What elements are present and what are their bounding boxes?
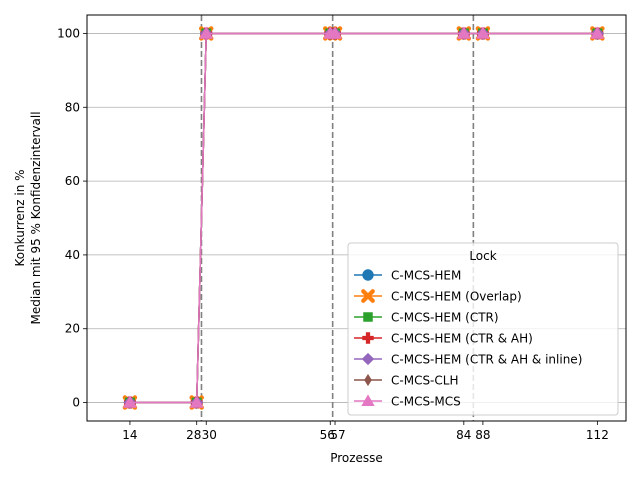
legend-box xyxy=(347,242,619,416)
legend-label: C-MCS-CLH xyxy=(391,374,458,388)
legend-item: C-MCS-HEM xyxy=(354,269,461,283)
y-tick-label: 0 xyxy=(72,396,80,410)
y-tick-label: 20 xyxy=(65,322,80,336)
legend-label: C-MCS-HEM xyxy=(391,269,461,283)
legend-item: C-MCS-MCS xyxy=(354,394,461,409)
data-point xyxy=(590,26,605,39)
series-group xyxy=(122,26,605,410)
x-tick-label: 88 xyxy=(475,428,490,442)
legend-item: C-MCS-HEM (CTR & AH) xyxy=(354,332,533,346)
legend-marker xyxy=(361,352,375,366)
y-tick-label: 80 xyxy=(65,100,80,114)
legend-marker xyxy=(364,373,372,387)
x-tick-label: 57 xyxy=(330,428,345,442)
legend-item: C-MCS-HEM (CTR & AH & inline) xyxy=(354,353,582,367)
legend-marker xyxy=(362,332,374,344)
data-point xyxy=(199,26,214,39)
x-tick-label: 84 xyxy=(456,428,471,442)
x-axis-label: Prozesse xyxy=(330,451,383,465)
data-point xyxy=(456,26,471,39)
data-point xyxy=(189,395,204,408)
legend-label: C-MCS-HEM (CTR) xyxy=(391,311,499,325)
y-tick-label: 40 xyxy=(65,248,80,262)
x-tick-label: 28 xyxy=(186,428,201,442)
x-tick-label: 14 xyxy=(122,428,137,442)
legend-marker xyxy=(361,394,375,406)
legend-items: C-MCS-HEM C-MCS-HEM (Overlap) C-MCS-HEM (C… xyxy=(354,269,582,409)
x-tick-label: 112 xyxy=(586,428,609,442)
y-axis-label-line-2: Median mit 95 % Konfidenzintervall xyxy=(29,111,43,324)
legend-marker xyxy=(361,289,375,303)
x-tick-label: 56 xyxy=(320,428,335,442)
series-7 xyxy=(122,26,605,408)
legend-marker xyxy=(363,312,373,322)
plot-frame xyxy=(86,14,627,422)
data-point xyxy=(328,26,343,39)
y-axis-label-line-1: Konkurrenz in % xyxy=(13,169,27,266)
legend-label: C-MCS-HEM (Overlap) xyxy=(391,290,522,304)
legend-title: Lock xyxy=(469,249,496,263)
y-tick-label: 100 xyxy=(57,26,80,40)
legend-marker xyxy=(362,269,374,281)
data-point xyxy=(122,395,137,408)
legend-item: C-MCS-HEM (Overlap) xyxy=(354,289,522,304)
legend-label: C-MCS-HEM (CTR & AH) xyxy=(391,332,533,346)
legend-item: C-MCS-HEM (CTR) xyxy=(354,311,499,325)
x-tick-label: 30 xyxy=(202,428,217,442)
legend-label: C-MCS-HEM (CTR & AH & inline) xyxy=(391,353,582,367)
legend-label: C-MCS-MCS xyxy=(391,395,461,409)
legend-item: C-MCS-CLH xyxy=(354,374,458,388)
y-axis: 0 20 40 60 80 100 xyxy=(57,26,87,410)
y-tick-label: 60 xyxy=(65,174,80,188)
data-point xyxy=(475,26,490,39)
